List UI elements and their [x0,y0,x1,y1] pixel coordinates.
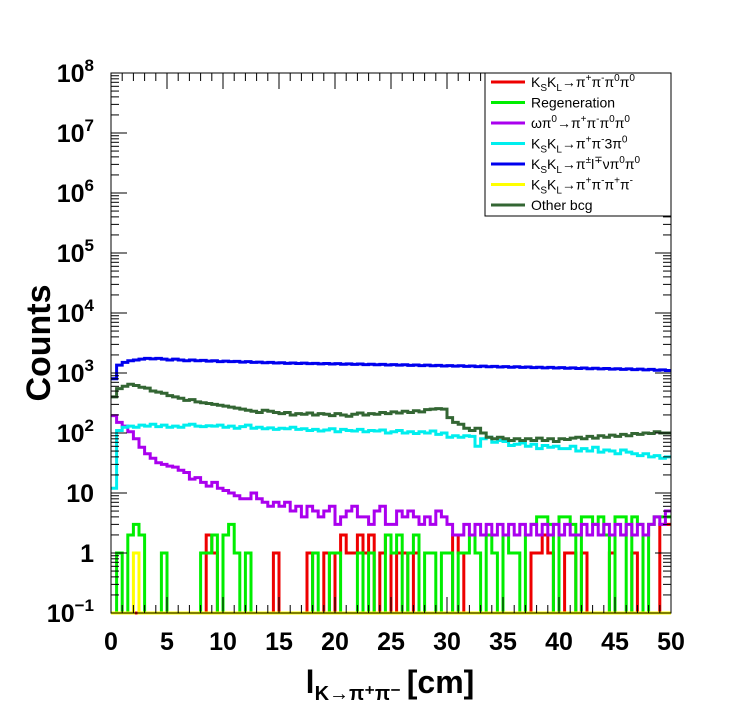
x-tick-label: 40 [545,628,573,656]
x-tick-label: 30 [433,628,461,656]
x-tick-label: 15 [265,628,293,656]
x-axis-title-unit: [cm] [407,664,475,700]
x-tick-label: 50 [657,628,685,656]
x-axis-title-subscript: K→π⁺π⁻ [315,683,401,705]
legend-entry: KSKL→π+π-π0π0 [531,73,635,94]
series-line-2 [111,414,671,537]
x-tick-label: 10 [209,628,237,656]
x-tick-label: 35 [489,628,517,656]
x-tick-label: 20 [321,628,349,656]
x-axis-title: lK→π⁺π⁻ [cm] [306,664,475,705]
y-tick-label: 10−1 [47,596,94,628]
y-tick-label: 108 [57,56,94,88]
x-tick-label: 45 [601,628,629,656]
legend-entry: KSKL→π+π-3π0 [531,135,628,156]
y-axis-title: Counts [20,284,58,401]
series-line-3 [111,422,671,490]
legend-entry: Regeneration [531,95,615,111]
series-line-4 [111,356,671,381]
y-tick-labels: 10−1 1 10 102 103 104 105 106 107 108 [47,56,95,628]
series-line-6 [111,382,671,444]
y-tick-label: 10 [66,480,94,508]
x-axis-title-main: l [306,664,315,700]
y-tick-label: 1 [80,540,94,568]
y-tick-label: 106 [57,176,94,208]
series-layer [111,356,671,615]
legend-entry: Other bcg [531,197,592,213]
x-tick-label: 5 [160,628,174,656]
legend-entry: KSKL→π+π-π+π- [531,176,633,197]
series-line-1 [111,515,671,615]
legend-entry: KSKL→π±l∓νπ0π0 [531,155,641,176]
x-tick-label: 0 [104,628,118,656]
y-tick-label: 103 [57,356,94,388]
x-tick-label: 25 [377,628,405,656]
legend-entry: ωπ0→π+π-π0π0 [531,114,630,131]
y-tick-label: 107 [57,116,94,148]
x-tick-labels: 0 5 10 15 20 25 30 35 40 45 50 [104,628,685,656]
y-tick-label: 105 [57,236,94,268]
y-tick-label: 104 [57,296,95,328]
y-tick-label: 102 [57,416,94,448]
